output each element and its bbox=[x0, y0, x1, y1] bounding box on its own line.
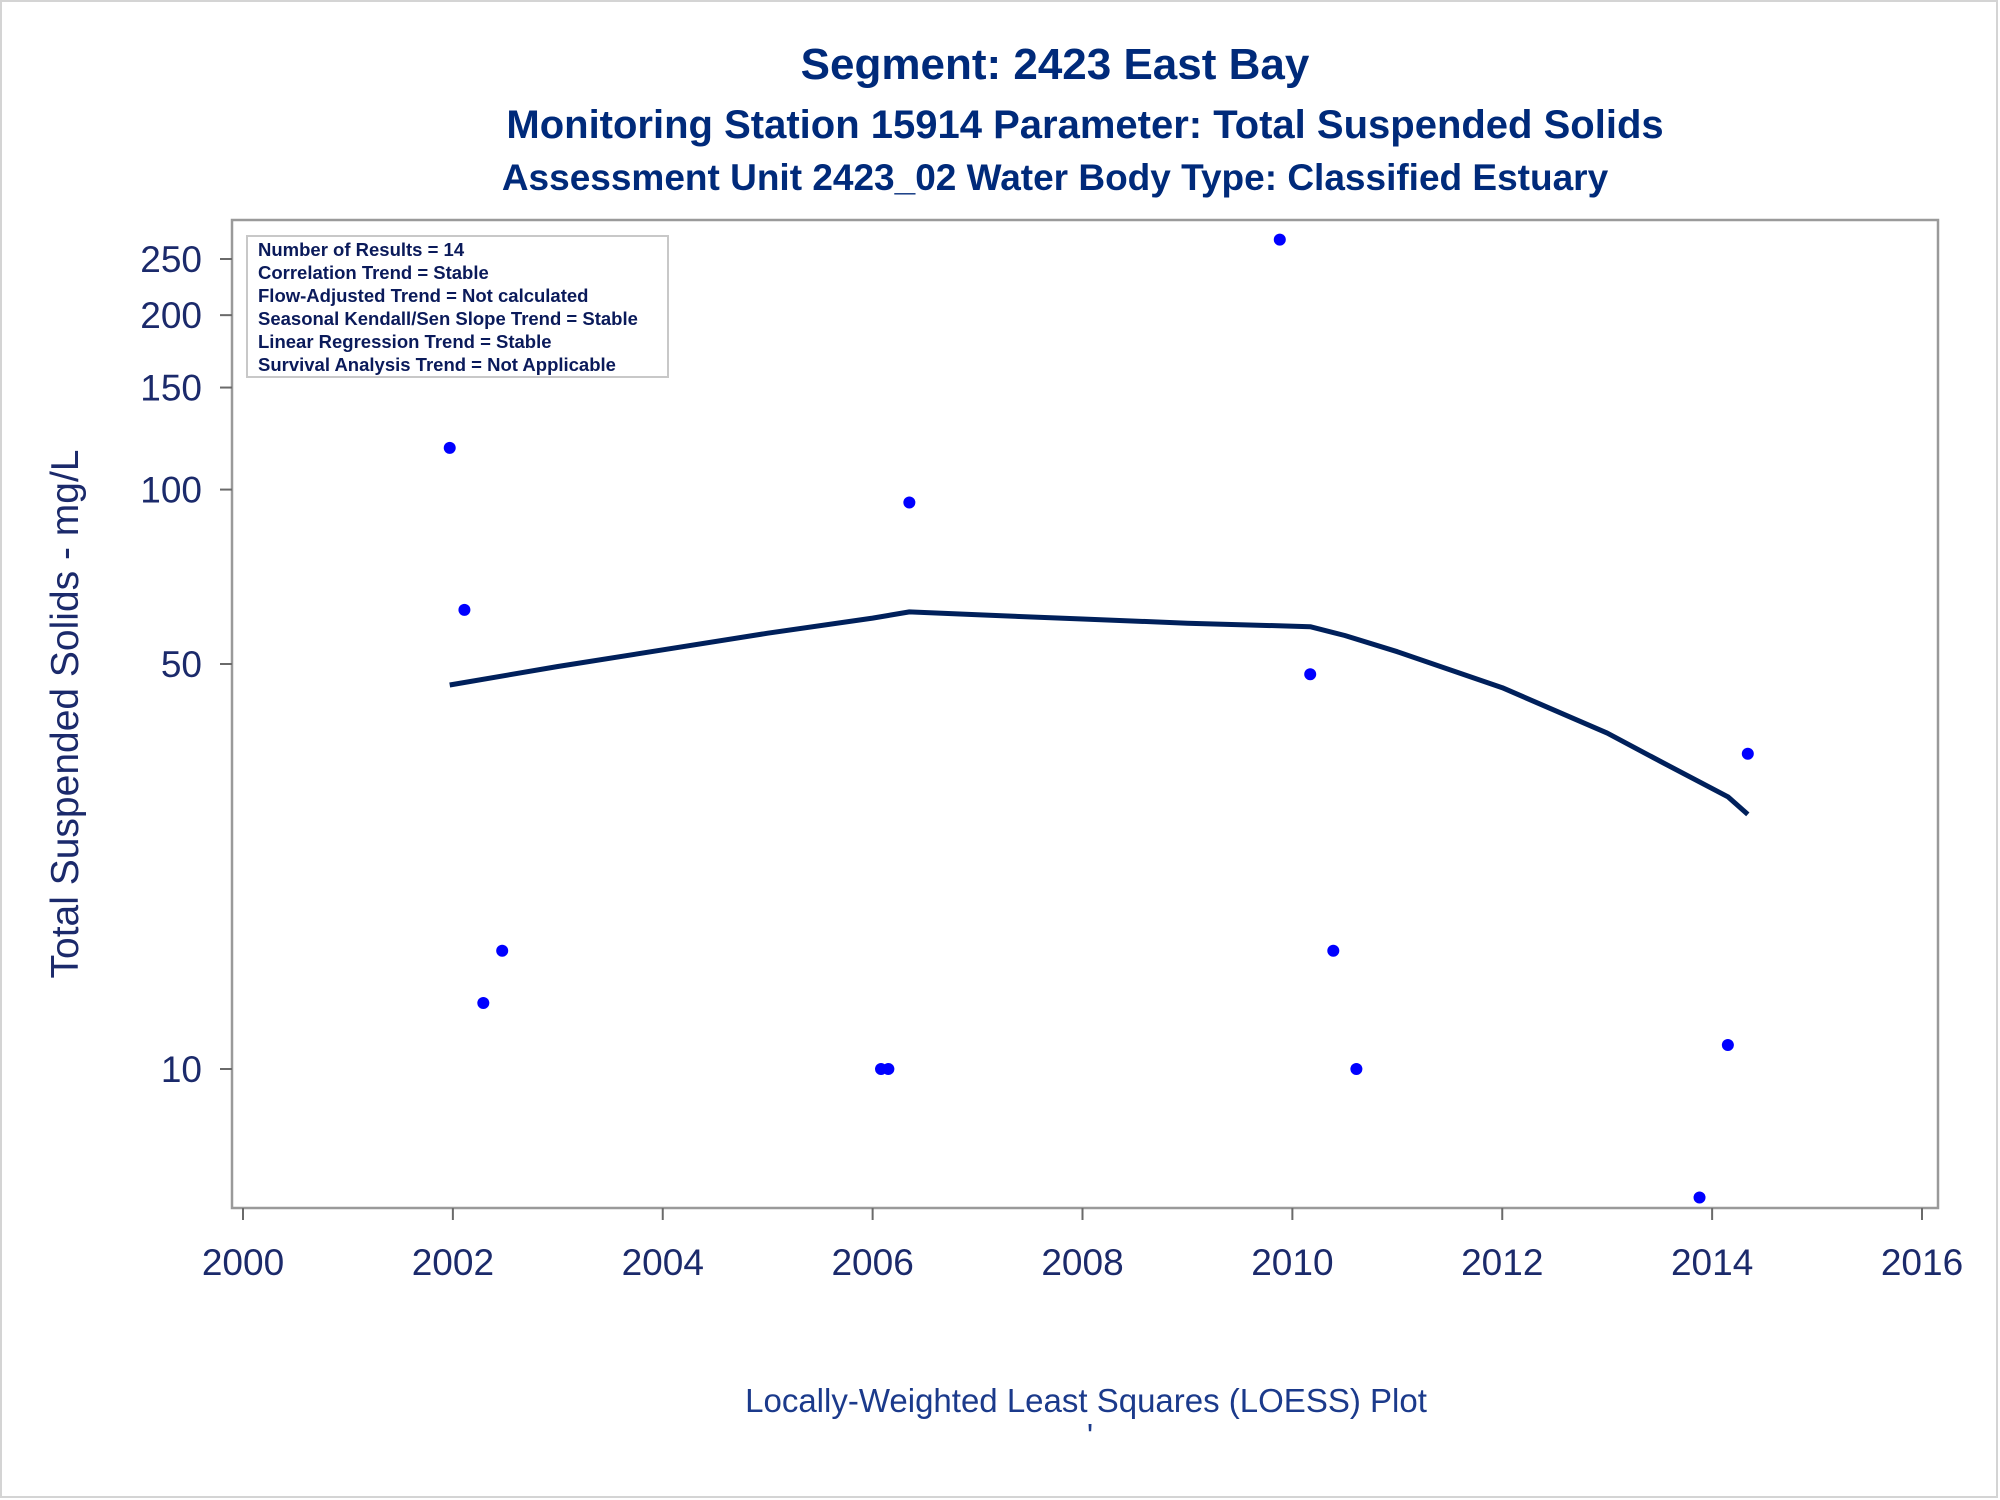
data-point bbox=[1721, 1039, 1734, 1052]
data-point bbox=[903, 496, 916, 509]
x-tick-label: 2014 bbox=[1671, 1242, 1753, 1283]
loess-line bbox=[449, 609, 1750, 817]
y-axis-label: Total Suspended Solids - mg/L bbox=[44, 450, 87, 979]
x-tick-label: 2002 bbox=[412, 1242, 494, 1283]
chart-title-line-2: Monitoring Station 15914 Parameter: Tota… bbox=[506, 103, 1663, 147]
data-point bbox=[496, 944, 509, 957]
stat-survival-analysis-trend: Survival Analysis Trend = Not Applicable bbox=[258, 354, 616, 375]
x-tick-label: 2008 bbox=[1041, 1242, 1123, 1283]
x-tick-label: 2004 bbox=[622, 1242, 704, 1283]
stats-box-lines: Number of Results = 14 Correlation Trend… bbox=[258, 239, 638, 375]
stat-correlation-trend: Correlation Trend = Stable bbox=[258, 262, 489, 283]
y-axis: 10 50 100 150 200 250 bbox=[140, 239, 232, 1090]
data-point bbox=[1327, 944, 1340, 957]
stat-number-of-results: Number of Results = 14 bbox=[258, 239, 465, 260]
plot-area bbox=[230, 218, 1940, 1210]
x-tick-label: 2012 bbox=[1461, 1242, 1543, 1283]
footnote: Locally-Weighted Least Squares (LOESS) P… bbox=[745, 1382, 1427, 1419]
x-tick-label: 2010 bbox=[1251, 1242, 1333, 1283]
chart-title-line-3: Assessment Unit 2423_02 Water Body Type:… bbox=[502, 157, 1609, 198]
data-point bbox=[443, 441, 456, 454]
data-points bbox=[443, 233, 1754, 1204]
x-tick-label: 2000 bbox=[202, 1242, 284, 1283]
x-axis: 2000 2002 2004 2006 2008 2010 2012 2014 2016 bbox=[202, 1208, 1963, 1283]
stat-seasonal-kendall-trend: Seasonal Kendall/Sen Slope Trend = Stabl… bbox=[258, 308, 638, 329]
data-point bbox=[1693, 1191, 1706, 1204]
stat-flow-adjusted-trend: Flow-Adjusted Trend = Not calculated bbox=[258, 285, 588, 306]
y-tick-label: 50 bbox=[161, 644, 202, 685]
data-point bbox=[1304, 668, 1317, 681]
y-tick-label: 100 bbox=[140, 470, 202, 511]
chart-title-line-1: Segment: 2423 East Bay bbox=[801, 40, 1310, 89]
data-point bbox=[458, 603, 471, 616]
stats-box bbox=[246, 235, 669, 378]
data-point bbox=[882, 1063, 895, 1075]
x-tick-label: 2016 bbox=[1881, 1242, 1963, 1283]
data-point bbox=[1741, 747, 1754, 760]
x-tick-label: 2006 bbox=[831, 1242, 913, 1283]
data-point bbox=[1273, 233, 1286, 246]
y-tick-label: 10 bbox=[161, 1049, 202, 1090]
stat-linear-regression-trend: Linear Regression Trend = Stable bbox=[258, 331, 552, 352]
data-point bbox=[477, 996, 490, 1009]
y-tick-label: 200 bbox=[140, 295, 202, 336]
y-tick-label: 150 bbox=[140, 368, 202, 409]
footnote-mark: ' bbox=[1087, 1417, 1093, 1454]
data-point bbox=[1350, 1063, 1363, 1075]
y-tick-label: 250 bbox=[140, 239, 202, 280]
